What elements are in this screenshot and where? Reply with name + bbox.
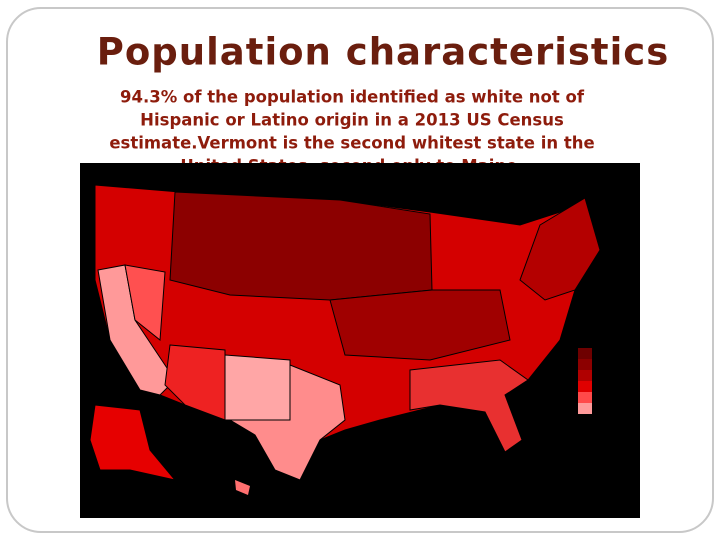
legend-swatch (578, 359, 592, 370)
map (80, 163, 640, 518)
map-legend (578, 348, 592, 414)
legend-swatch (578, 370, 592, 381)
body-line: 94.3% of the population identified as wh… (120, 88, 585, 107)
body-line: estimate.Vermont is the second whitest s… (109, 134, 594, 153)
legend-swatch (578, 348, 592, 359)
legend-swatch (578, 381, 592, 392)
alaska (89, 404, 177, 481)
hawaii (235, 480, 250, 495)
new-mexico (224, 354, 291, 421)
legend-swatch (578, 392, 592, 403)
body-line: Hispanic or Latino origin in a 2013 US C… (140, 111, 564, 130)
midwest-states (329, 289, 511, 361)
northeast-states (519, 197, 601, 301)
nevada (124, 264, 166, 341)
northern-states (169, 191, 433, 301)
legend-swatch (578, 403, 592, 414)
slide-title: Population characteristics (97, 31, 669, 74)
arizona (164, 344, 226, 421)
southeast-states (409, 359, 529, 453)
